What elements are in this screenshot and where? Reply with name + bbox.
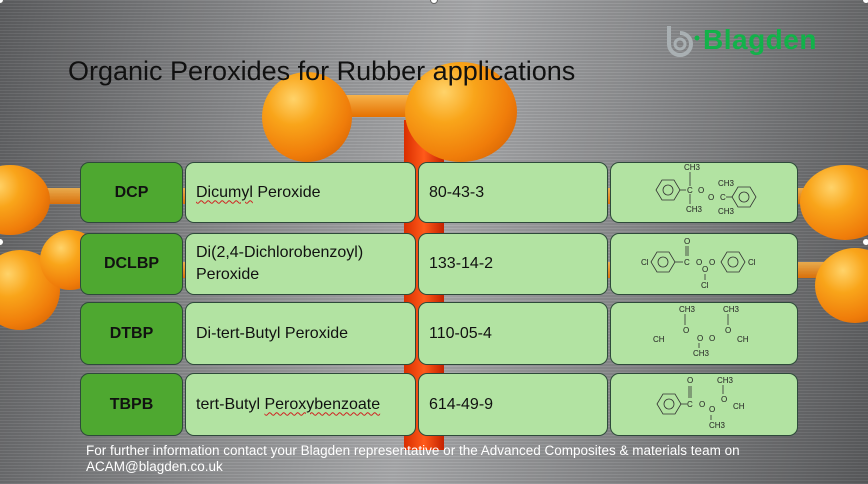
molecule-atom	[815, 248, 868, 323]
resize-handle[interactable]	[0, 0, 4, 4]
logo-mark-icon	[667, 26, 700, 57]
table-cell-cas[interactable]: 133-14-2	[418, 233, 608, 295]
table-cell-cas[interactable]: 614-49-9	[418, 373, 608, 436]
atom-label: CH3	[693, 349, 710, 358]
atom-label: CH	[653, 335, 665, 344]
footer-contact[interactable]: For further information contact your Bla…	[86, 443, 740, 474]
molecule-atom	[405, 62, 517, 162]
atom-label: Cl	[748, 258, 756, 267]
atom-label: O	[725, 326, 731, 335]
molecule-atom	[262, 72, 352, 162]
spellcheck-flagged-word[interactable]: Peroxybenzoate	[264, 395, 381, 413]
table-cell-name[interactable]: tert-Butyl Peroxybenzoate	[185, 373, 416, 436]
resize-handle[interactable]	[862, 238, 868, 246]
resize-handle[interactable]	[0, 238, 4, 246]
drug-name-part: tert-Butyl	[196, 395, 265, 413]
atom-label: CH3	[686, 205, 703, 214]
table-cell-code[interactable]: DCP	[80, 162, 183, 223]
atom-label: C	[720, 193, 726, 202]
atom-label: O	[709, 405, 715, 414]
molecule-atom	[0, 165, 50, 235]
table-cell-name[interactable]: Di-tert-Butyl Peroxide	[185, 302, 416, 365]
table-cell-code[interactable]: TBPB	[80, 373, 183, 436]
atom-label: CH3	[723, 305, 740, 314]
atom-label: C	[687, 186, 693, 195]
table-cell-cas[interactable]: 80-43-3	[418, 162, 608, 223]
resize-handle[interactable]	[430, 0, 438, 4]
code-text: DTBP	[109, 324, 154, 342]
atom-label: O	[699, 400, 705, 409]
molecule-atom	[800, 165, 868, 240]
table-cell-name[interactable]: Dicumyl Peroxide	[185, 162, 416, 223]
atom-label: CH3	[717, 376, 734, 385]
atom-label: Cl	[701, 281, 709, 290]
atom-label: C	[687, 400, 693, 409]
drug-name-text: Di(2,4-Dichlorobenzoyl) Peroxide	[196, 244, 364, 283]
table-cell-cas[interactable]: 110-05-4	[418, 302, 608, 365]
atom-label: CH	[733, 402, 745, 411]
atom-label: O	[702, 265, 708, 274]
resize-handle[interactable]	[862, 0, 868, 4]
slide-title[interactable]: Organic Peroxides for Rubber application…	[68, 56, 576, 86]
cas-number: 80-43-3	[429, 183, 485, 201]
drug-name-part: Peroxide	[252, 183, 321, 201]
atom-label: O	[697, 334, 703, 343]
atom-label: C	[684, 258, 690, 267]
atom-label: O	[684, 237, 690, 246]
atom-label: O	[696, 258, 702, 267]
table-cell-code[interactable]: DCLBP	[80, 233, 183, 295]
atom-label: CH3	[684, 163, 701, 172]
atom-label: O	[709, 258, 715, 267]
cas-number: 133-14-2	[429, 255, 494, 272]
table-cell-name[interactable]: Di(2,4-Dichlorobenzoyl) Peroxide	[185, 233, 416, 295]
cas-number: 614-49-9	[429, 395, 494, 413]
cas-number: 110-05-4	[429, 324, 492, 342]
atom-label: Cl	[641, 258, 649, 267]
atom-label: O	[683, 326, 689, 335]
table-cell-structure[interactable]: CH3 C O O C CH3 CH3 CH3	[610, 162, 798, 223]
table-cell-code[interactable]: DTBP	[80, 302, 183, 365]
atom-label: CH3	[718, 207, 735, 216]
code-text: DCP	[114, 183, 149, 201]
spellcheck-flagged-word[interactable]: Dicumyl	[196, 183, 253, 201]
drug-name-text: Di-tert-Butyl Peroxide	[196, 324, 349, 342]
atom-label: O	[698, 186, 704, 195]
logo-text: Blagden	[703, 24, 817, 55]
atom-label: CH	[737, 335, 749, 344]
code-text: DCLBP	[103, 255, 160, 272]
atom-label: CH3	[709, 421, 726, 430]
atom-label: CH3	[718, 179, 735, 188]
blagden-logo: Blagden	[663, 22, 817, 58]
atom-label: O	[721, 395, 727, 404]
chemical-structure-image: CH3 C O O C CH3 CH3 CH3	[644, 162, 764, 223]
atom-label: CH3	[679, 305, 696, 314]
code-text: TBPB	[109, 395, 154, 413]
atom-label: O	[708, 193, 714, 202]
atom-label: O	[709, 334, 715, 343]
atom-label: O	[687, 376, 693, 385]
